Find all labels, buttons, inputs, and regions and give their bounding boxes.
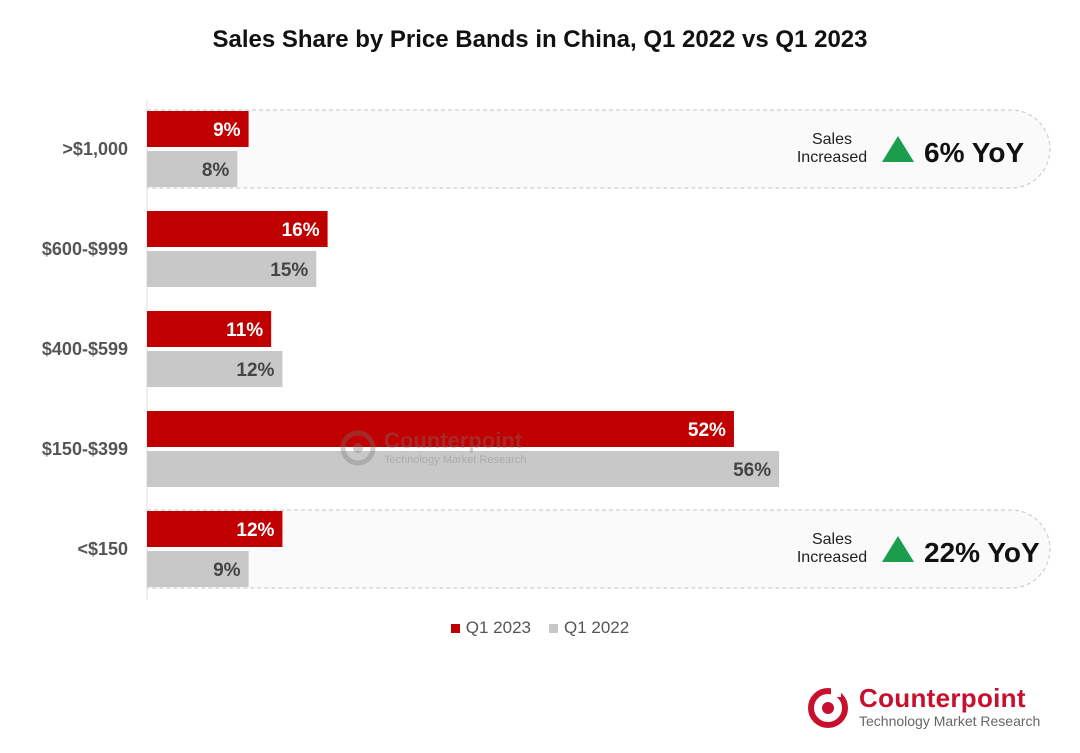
data-label: 11% (226, 320, 263, 341)
bar-q1-2023 (147, 211, 328, 247)
watermark: Counterpoint Technology Market Research (338, 428, 558, 472)
annotation-value: 22% YoY (924, 537, 1040, 568)
data-label: 9% (213, 560, 241, 581)
legend: Q1 2023 Q1 2022 (0, 618, 1080, 638)
chart-title: Sales Share by Price Bands in China, Q1 … (212, 26, 868, 53)
legend-label-q1-2022: Q1 2022 (564, 618, 630, 637)
category-label: >$1,000 (62, 139, 128, 159)
bar-q1-2023 (147, 111, 249, 147)
watermark-subtitle: Technology Market Research (384, 454, 527, 466)
legend-swatch-q1-2022 (549, 623, 558, 633)
legend-label-q1-2023: Q1 2023 (465, 618, 531, 637)
data-label: 16% (282, 220, 320, 241)
bar-q1-2022 (147, 251, 317, 287)
data-label: 12% (236, 360, 274, 381)
logo-subtitle: Technology Market Research (859, 713, 1041, 729)
up-triangle-icon (882, 536, 914, 562)
watermark-logo-icon (340, 430, 376, 466)
annotation-value: 6% YoY (924, 137, 1024, 168)
legend-item-q1-2022: Q1 2022 (549, 618, 629, 638)
data-label: 9% (213, 120, 241, 141)
data-label: 15% (270, 260, 308, 281)
up-triangle-icon (882, 136, 914, 162)
bar-q1-2023 (147, 411, 734, 447)
bar-q1-2023 (147, 511, 283, 547)
bar-q1-2023 (147, 311, 272, 347)
bar-q1-2022 (147, 351, 283, 387)
annotation-label-line1: Sales (812, 131, 852, 148)
counterpoint-logo-icon (808, 687, 848, 728)
data-label: 52% (688, 420, 726, 441)
annotation-pill (147, 509, 1051, 589)
annotation-label-line1: Sales (812, 531, 852, 548)
data-label: 8% (202, 160, 230, 181)
data-label: 56% (733, 460, 771, 481)
legend-swatch-q1-2023 (450, 623, 460, 633)
watermark-name: Counterpoint (384, 428, 523, 453)
data-label: 12% (236, 520, 274, 541)
annotation-label-line2: Increased (797, 549, 867, 566)
bar-q1-2022 (147, 551, 249, 587)
bar-q1-2022 (147, 151, 238, 187)
category-label: <$150 (77, 539, 128, 559)
category-label: $150-$399 (42, 439, 128, 459)
bar-q1-2022 (147, 451, 780, 487)
category-label: $400-$599 (42, 339, 128, 359)
counterpoint-logo: Counterpoint Technology Market Research (805, 683, 1045, 733)
category-label: $600-$999 (42, 239, 128, 259)
legend-item-q1-2023: Q1 2023 (450, 618, 531, 638)
logo-name: Counterpoint (859, 683, 1026, 713)
annotation-label-line2: Increased (797, 149, 867, 166)
annotation-pill (147, 109, 1051, 189)
